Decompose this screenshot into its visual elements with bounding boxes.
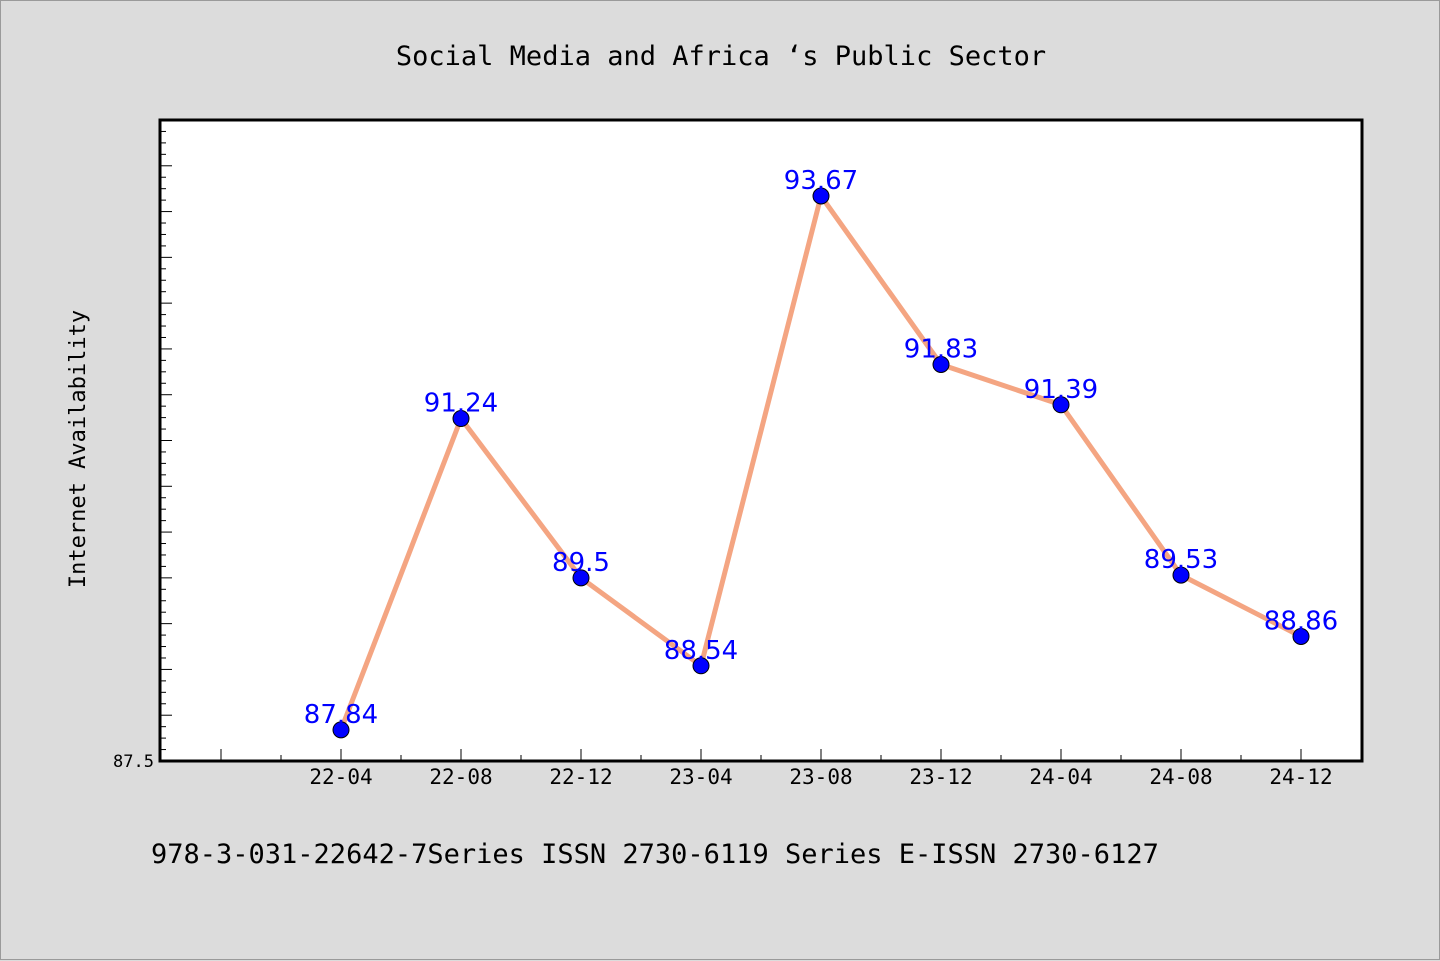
x-tick-label: 23-04 [669, 765, 732, 789]
data-label: 93.67 [784, 166, 858, 196]
data-point [452, 410, 470, 428]
data-point [692, 657, 710, 675]
chart-title: Social Media and Africa ‘s Public Sector [396, 41, 1046, 72]
x-tick-label: 23-12 [909, 765, 972, 789]
data-point [572, 569, 590, 587]
x-tick-label: 22-08 [429, 765, 492, 789]
data-point [932, 355, 950, 373]
x-tick-label: 23-08 [789, 765, 852, 789]
data-label: 88.54 [664, 636, 738, 666]
x-tick-label: 24-04 [1029, 765, 1092, 789]
x-tick-label: 24-08 [1149, 765, 1212, 789]
footer-isbn-issn: 978-3-031-22642-7Series ISSN 2730-6119 S… [151, 839, 1159, 870]
data-label: 87.84 [304, 700, 378, 730]
data-label: 91.39 [1024, 375, 1098, 405]
x-tick-label: 24-12 [1269, 765, 1332, 789]
data-point [1172, 566, 1190, 584]
x-tick-label: 22-04 [309, 765, 372, 789]
data-label: 91.24 [424, 389, 498, 419]
y-axis-ticks: 87.5 [113, 119, 172, 772]
series-group: 87.84 91.24 89.5 88.54 93.67 91.83 91.39 89.53 8… [304, 166, 1338, 739]
y-axis-label: Internet Availability [66, 310, 91, 588]
data-label: 91.83 [904, 334, 978, 364]
data-label: 89.5 [552, 548, 610, 578]
y-tick-label: 87.5 [113, 752, 154, 772]
data-label: 89.53 [1144, 545, 1218, 575]
x-axis-ticks: 22-04 22-08 22-12 23-04 23-08 23-12 24-04 24-08… [220, 749, 1362, 789]
data-point [1052, 396, 1070, 414]
data-point [1292, 627, 1310, 645]
x-tick-label: 22-12 [549, 765, 612, 789]
data-point [332, 721, 350, 739]
data-label: 88.86 [1264, 606, 1338, 636]
data-point [812, 187, 830, 205]
